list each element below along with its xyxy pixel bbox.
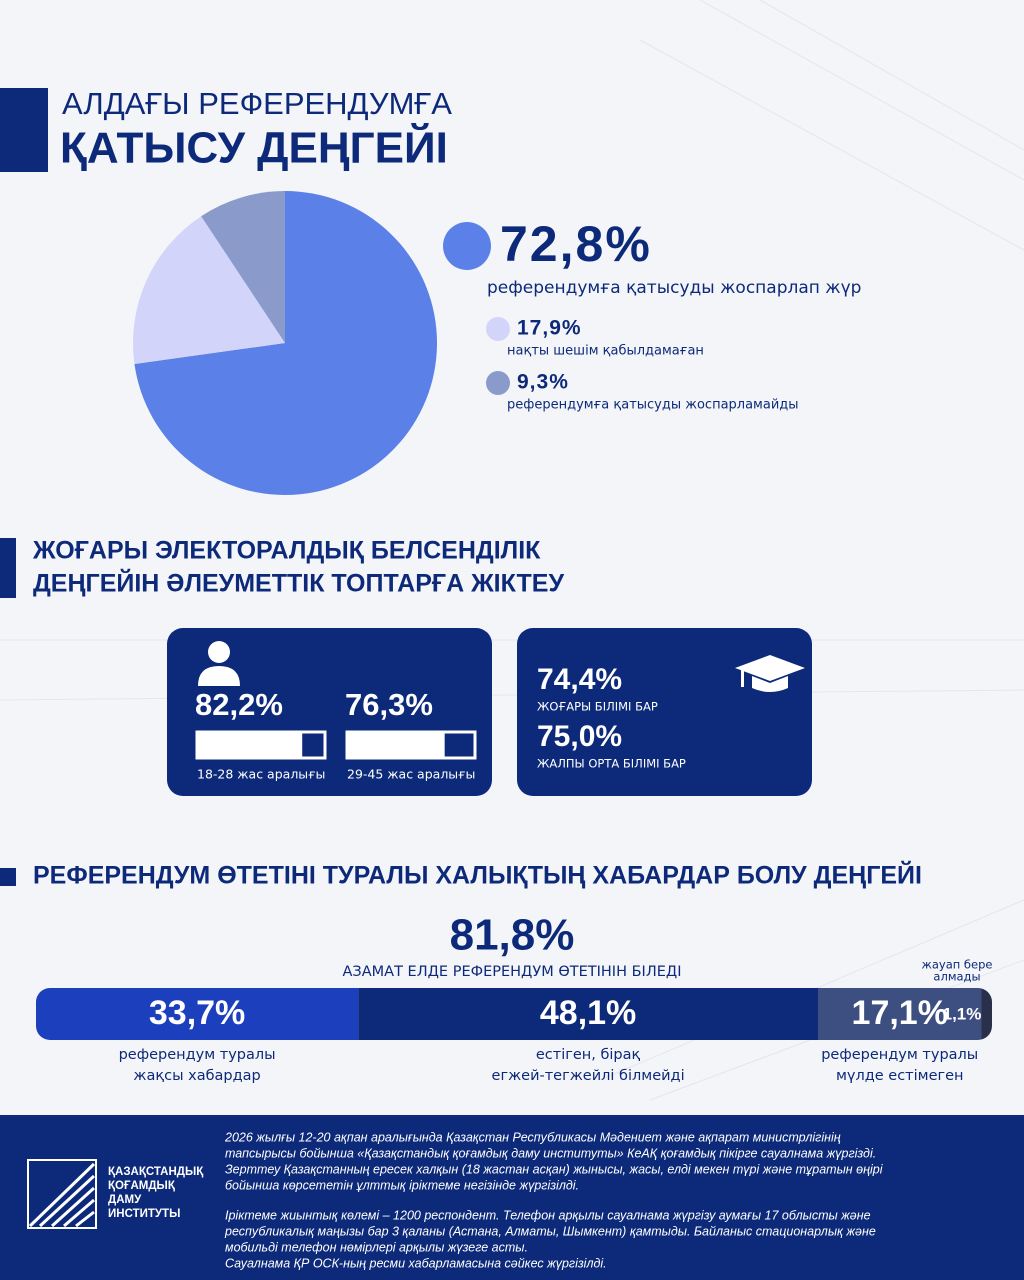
stat-label: ЖАЛПЫ ОРТА БІЛІМІ БАР [537, 757, 686, 771]
section-accent [0, 868, 16, 886]
stat-label: ЖОҒАРЫ БІЛІМІ БАР [537, 700, 658, 714]
footer-note: республикалық маңызы бар 3 қаланы (Астан… [224, 1224, 876, 1238]
group-label: 29-45 жас аралығы [347, 767, 475, 782]
footer-note: 2026 жылғы 12-20 ақпан аралығында Қазақс… [224, 1130, 841, 1144]
segment-value: 33,7% [149, 994, 245, 1032]
segment-value: 1,1% [943, 1004, 982, 1023]
segment-label: жауап бере [922, 958, 993, 972]
legend-label: референдумға қатысуды жоспарлап жүр [487, 278, 861, 298]
progress-bar [347, 732, 445, 758]
title-line2: ҚАТЫСУ ДЕҢГЕЙІ [60, 122, 448, 173]
stat-value: 74,4% [537, 663, 622, 696]
segment-label: жақсы хабардар [133, 1068, 260, 1084]
legend-value: 9,3% [517, 371, 569, 394]
segment-value: 17,1% [852, 994, 948, 1032]
bar-segment [818, 988, 982, 1040]
group-value: 76,3% [345, 687, 433, 722]
segment-label: алмады [933, 970, 980, 984]
group-label: 18-28 жас аралығы [197, 767, 325, 782]
section-accent [0, 538, 16, 598]
org-name: ҚОҒАМДЫҚ [108, 1180, 175, 1192]
group-value: 82,2% [195, 687, 283, 722]
total-caption: АЗАМАТ ЕЛДЕ РЕФЕРЕНДУМ ӨТЕТІНІН БІЛЕДІ [343, 964, 682, 980]
segment-label: референдум туралы [821, 1047, 978, 1063]
stacked-bar [36, 988, 992, 1040]
segment-label: естіген, бірақ [536, 1047, 641, 1063]
legend-swatch [486, 317, 510, 341]
org-name: ҚАЗАҚСТАНДЫҚ [108, 1166, 203, 1178]
graduation-cap-icon [735, 655, 805, 692]
footer-note: Зерттеу Қазақстанның ересек халқын (18 ж… [225, 1162, 884, 1176]
org-name: ИНСТИТУТЫ [108, 1208, 180, 1220]
footer-note: бойынша көрсететін ұлттық іріктеме негіз… [225, 1178, 579, 1192]
footer-note: мобильді телефон нөмірлері арқылы жүзеге… [225, 1240, 528, 1254]
org-name: ДАМУ [108, 1194, 142, 1206]
title-accent [0, 88, 48, 172]
legend-swatch [486, 371, 510, 395]
segment-label: егжей-тегжейлі білмейді [492, 1068, 685, 1084]
segment-label: мүлде естімеген [836, 1068, 964, 1084]
segment-value: 48,1% [540, 994, 636, 1032]
legend-label: референдумға қатысуды жоспарламайды [507, 398, 799, 413]
pie-slice [201, 191, 285, 343]
stat-value: 75,0% [537, 720, 622, 753]
logo [27, 1159, 97, 1229]
legend-value: 72,8% [500, 216, 652, 272]
education-card [517, 628, 812, 796]
footer-note: Сауалнама ҚР ОСК-ның ресми хабарламасына… [225, 1256, 607, 1270]
bar-segment [36, 988, 359, 1040]
bar-segment [358, 988, 819, 1040]
footer-bg [0, 1115, 1024, 1280]
bar-segment [981, 988, 992, 1040]
legend-label: нақты шешім қабылдамаған [507, 344, 704, 359]
pie-slice [134, 191, 437, 495]
legend-value: 17,9% [517, 317, 582, 340]
section-title: РЕФЕРЕНДУМ ӨТЕТІНІ ТУРАЛЫ ХАЛЫҚТЫҢ ХАБАР… [33, 860, 922, 890]
total-value: 81,8% [450, 911, 575, 960]
segment-label: референдум туралы [119, 1047, 276, 1063]
pie-slice [133, 216, 285, 364]
legend-swatch [443, 222, 491, 270]
footer-note: тапсырысы бойынша «Қазақстандық қоғамдық… [225, 1146, 876, 1160]
footer-note: Іріктеме жиынтық көлемі – 1200 респонден… [225, 1208, 871, 1222]
section-title: ДЕҢГЕЙІН ӘЛЕУМЕТТІК ТОПТАРҒА ЖІКТЕУ [33, 568, 564, 598]
progress-bar [197, 732, 303, 758]
person-icon [198, 641, 240, 686]
title-line1: АЛДАҒЫ РЕФЕРЕНДУМҒА [62, 86, 452, 121]
decor-lines [0, 0, 1024, 1101]
section-title: ЖОҒАРЫ ЭЛЕКТОРАЛДЫҚ БЕЛСЕНДІЛІК [32, 537, 541, 565]
